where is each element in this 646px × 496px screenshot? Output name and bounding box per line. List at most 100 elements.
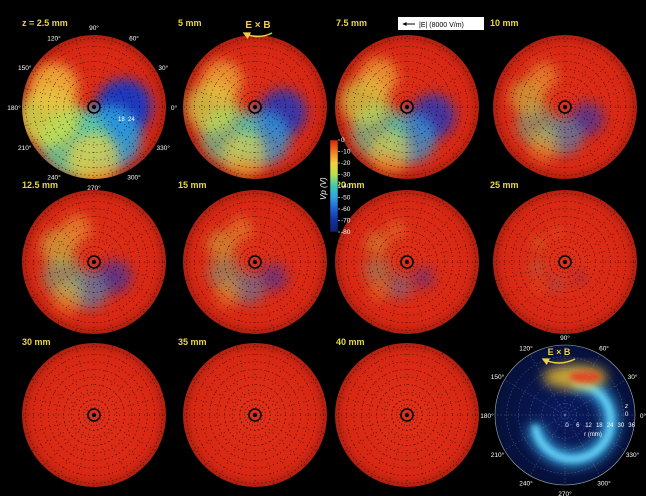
field-spoke xyxy=(416,264,477,282)
field-spoke xyxy=(218,199,251,254)
field-spoke xyxy=(495,264,556,282)
field-spoke xyxy=(413,421,459,467)
field-spoke xyxy=(411,270,444,325)
center-ring xyxy=(248,100,262,114)
field-spoke xyxy=(545,271,563,332)
field-spoke xyxy=(567,116,585,177)
field-spoke xyxy=(96,116,114,177)
angle-label: 30° xyxy=(158,64,168,72)
polar-grid-spoke xyxy=(504,414,566,451)
field-spoke xyxy=(261,363,307,409)
field-spoke xyxy=(257,345,275,406)
field-spoke xyxy=(218,423,251,478)
field-ring xyxy=(55,223,133,301)
panel-label: 12.5 mm xyxy=(22,180,58,190)
field-spoke xyxy=(355,363,401,409)
field-ring xyxy=(216,68,294,146)
field-spoke xyxy=(263,111,318,144)
field-spoke xyxy=(203,55,249,101)
field-spoke xyxy=(98,352,131,407)
field-spoke xyxy=(259,115,292,170)
field-spoke xyxy=(502,111,557,144)
center-ring xyxy=(558,100,572,114)
panel-label: 20 mm xyxy=(336,180,365,190)
field-spoke xyxy=(261,55,307,101)
field-spoke xyxy=(261,421,307,467)
colorbar-tick-label: -30 xyxy=(341,172,351,179)
field-ring xyxy=(231,238,279,286)
field-spoke xyxy=(31,111,86,144)
field-spoke xyxy=(355,268,401,314)
field-spoke xyxy=(413,210,459,256)
polar-grid-spoke xyxy=(564,414,601,476)
center-dot xyxy=(91,104,97,110)
panel-label: 10 mm xyxy=(490,18,519,28)
field-spoke xyxy=(203,363,249,409)
panel-label: 35 mm xyxy=(178,337,207,347)
field-spoke xyxy=(370,352,403,407)
center-dot xyxy=(562,104,568,110)
field-spoke xyxy=(103,395,164,413)
field-spoke xyxy=(74,271,92,332)
field-spoke xyxy=(264,109,325,127)
potential-crescent xyxy=(509,61,605,162)
polar-angle-label: 330° xyxy=(626,451,640,459)
field-ring xyxy=(526,223,604,301)
polar-angle-label: 90° xyxy=(560,334,570,342)
polar-radial-label: 0 xyxy=(565,423,569,429)
field-spoke xyxy=(513,210,559,256)
panel-label: 30 mm xyxy=(22,337,51,347)
field-spoke xyxy=(413,363,459,409)
field-spoke xyxy=(102,419,157,452)
field-spoke xyxy=(545,192,563,253)
field-spoke xyxy=(573,225,628,258)
field-ring xyxy=(246,253,263,270)
field-spoke xyxy=(387,116,405,177)
angle-label: 120° xyxy=(47,35,61,43)
field-spoke xyxy=(257,192,275,253)
field-spoke xyxy=(96,37,114,98)
field-spoke xyxy=(42,113,88,159)
field-ring xyxy=(186,193,324,331)
field-spoke xyxy=(567,192,585,253)
polar-grid-ring xyxy=(506,356,624,474)
field-spoke xyxy=(528,199,561,254)
polar-grid-spoke xyxy=(529,354,566,416)
field-ring xyxy=(25,38,163,176)
angle-label: 300° xyxy=(127,173,141,181)
field-spoke xyxy=(102,266,157,299)
field-spoke xyxy=(567,271,585,332)
field-ring xyxy=(201,361,309,469)
field-spoke xyxy=(502,225,557,258)
polar-r-axis-label: r (mm) xyxy=(584,432,602,438)
field-spoke xyxy=(42,210,88,256)
polar-angle-label: 300° xyxy=(597,480,611,488)
field-spoke xyxy=(409,116,427,177)
field-spoke xyxy=(355,210,401,256)
field-spoke xyxy=(218,115,251,170)
field-spoke xyxy=(263,378,318,411)
center-ring xyxy=(248,255,262,269)
panel-label: z = 2.5 mm xyxy=(22,18,68,28)
field-spoke xyxy=(495,242,556,260)
field-ring xyxy=(86,406,103,423)
polar-grid-ring xyxy=(494,344,636,486)
field-spoke xyxy=(495,109,556,127)
field-spoke xyxy=(98,423,131,478)
field-spoke xyxy=(96,192,114,253)
polar-angle-label: 60° xyxy=(599,344,609,352)
colorbar-tick-label: 0 xyxy=(341,137,345,144)
panel-label: 40 mm xyxy=(336,337,365,347)
field-spoke xyxy=(103,264,164,282)
field-spoke xyxy=(257,116,275,177)
polar-grid-spoke xyxy=(529,414,566,476)
field-spoke xyxy=(74,116,92,177)
panel-label: 15 mm xyxy=(178,180,207,190)
polar-exb-label: E × B xyxy=(548,347,571,357)
field-spoke xyxy=(355,421,401,467)
field-spoke xyxy=(185,417,246,435)
potential-crescent xyxy=(207,217,288,307)
polar-angle-label: 150° xyxy=(491,373,505,381)
arrow-legend-text: |E| (8000 V/m) xyxy=(419,22,464,29)
field-spoke xyxy=(100,421,146,467)
